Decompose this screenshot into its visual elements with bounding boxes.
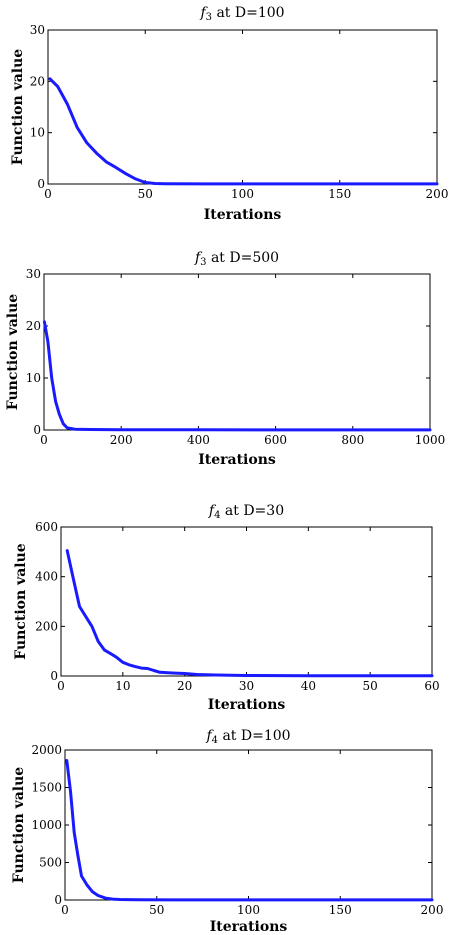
y-tick-label: 200 [35, 619, 58, 633]
x-tick-label: 10 [115, 679, 130, 693]
y-tick-label: 2000 [31, 743, 62, 757]
y-axis-title: Function value [10, 49, 26, 165]
x-axis-title: Iterations [208, 697, 286, 713]
x-tick-label: 1000 [415, 433, 446, 447]
y-tick-label: 1000 [31, 818, 62, 832]
x-tick-label: 50 [363, 679, 378, 693]
y-tick-label: 10 [26, 371, 41, 385]
y-axis-title: Function value [11, 767, 27, 883]
x-tick-label: 60 [424, 679, 439, 693]
chart-title: f3 at D=500 [194, 250, 279, 268]
y-axis-title: Function value [5, 294, 21, 410]
y-tick-label: 0 [33, 423, 41, 437]
y-tick-label: 400 [35, 570, 58, 584]
x-tick-label: 30 [239, 679, 254, 693]
y-tick-label: 500 [39, 856, 62, 870]
series-line [42, 320, 432, 432]
x-tick-label: 100 [237, 903, 260, 917]
y-axis-title: Function value [13, 543, 29, 659]
y-tick-label: 0 [54, 893, 62, 907]
chart-1: 0 50 100 150 200 0 10 20 30 f3 at D=100 Iterations… [10, 5, 448, 223]
x-tick-label: 150 [329, 903, 352, 917]
plot-frame [43, 273, 431, 431]
series-line [65, 759, 434, 902]
x-tick-label: 20 [177, 679, 192, 693]
x-tick-label: 200 [110, 433, 133, 447]
plot-frame [60, 526, 433, 677]
chart-title: f4 at D=30 [208, 503, 284, 521]
y-tick-label: 30 [26, 267, 41, 281]
chart-title: f4 at D=100 [205, 728, 290, 746]
x-tick-label: 150 [328, 187, 351, 201]
x-tick-label: 800 [341, 433, 364, 447]
x-axis-title: Iterations [204, 207, 282, 223]
x-tick-label: 0 [40, 433, 48, 447]
x-axis-title: Iterations [210, 919, 288, 935]
y-tick-label: 30 [30, 23, 45, 37]
y-tick-label: 10 [30, 126, 45, 140]
y-tick-label: 0 [37, 177, 45, 191]
x-tick-label: 50 [149, 903, 164, 917]
x-tick-label: 200 [426, 187, 449, 201]
y-tick-label: 600 [35, 520, 58, 534]
x-axis-title: Iterations [198, 452, 276, 468]
x-tick-label: 50 [138, 187, 153, 201]
y-tick-label: 20 [30, 74, 45, 88]
y-tick-label: 1500 [31, 781, 62, 795]
chart-2: 0 200 400 600 800 1000 0 10 20 30 f3 at D=500 Itera… [5, 250, 445, 468]
x-tick-label: 0 [61, 903, 69, 917]
x-tick-label: 40 [301, 679, 316, 693]
x-tick-label: 200 [421, 903, 444, 917]
x-tick-label: 600 [264, 433, 287, 447]
series-line [48, 77, 439, 186]
x-tick-label: 400 [187, 433, 210, 447]
plot-frame [64, 749, 433, 901]
y-tick-label: 0 [50, 669, 58, 683]
y-tick-label: 20 [26, 319, 41, 333]
x-tick-label: 0 [44, 187, 52, 201]
x-tick-label: 100 [231, 187, 254, 201]
series-line [65, 549, 434, 678]
x-tick-label: 0 [57, 679, 65, 693]
chart-title: f3 at D=100 [199, 5, 284, 23]
